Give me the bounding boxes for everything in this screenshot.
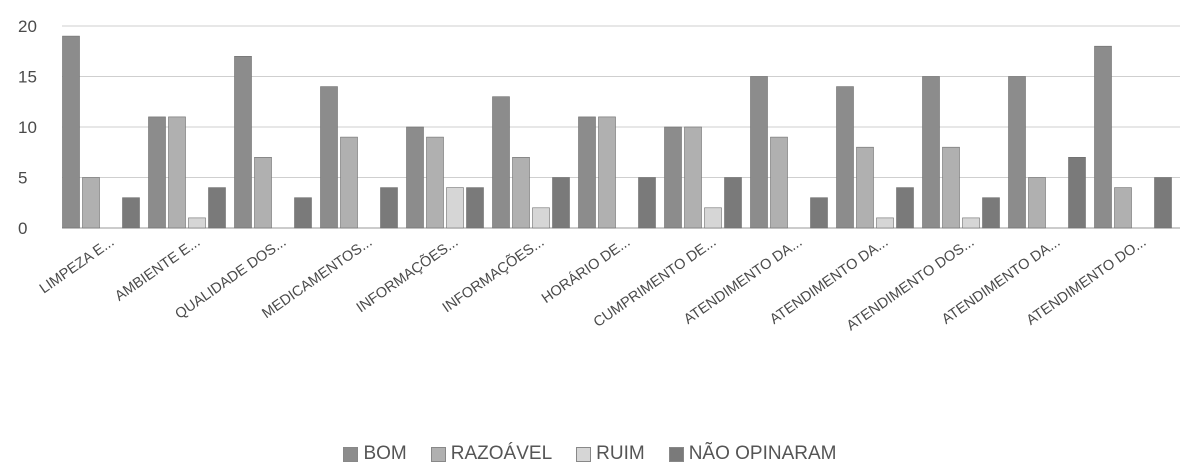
legend-swatch (343, 446, 359, 462)
bar-razo-vel (684, 126, 702, 229)
bar-ruim (188, 217, 206, 229)
legend-item: RAZOÁVEL (430, 443, 553, 465)
bar-razo-vel (340, 136, 358, 229)
bar-n-o-opinaram (466, 187, 484, 229)
bar-bom (406, 126, 424, 229)
bar-razo-vel (426, 136, 444, 229)
legend-label: NÃO OPINARAM (688, 443, 837, 464)
x-tick-label: AMBIENTE E... (112, 234, 203, 304)
legend-label: BOM (363, 443, 407, 464)
bar-n-o-opinaram (638, 177, 656, 229)
y-tick-label: 5 (18, 169, 27, 188)
bar-bom (922, 76, 940, 229)
bar-n-o-opinaram (294, 197, 312, 229)
legend: BOM RAZOÁVEL RUIM NÃO OPINARAM (0, 440, 1180, 468)
bar-razo-vel (1114, 187, 1132, 229)
bar-n-o-opinaram (1154, 177, 1172, 229)
bar-razo-vel (598, 116, 616, 229)
legend-label: RAZOÁVEL (450, 443, 553, 464)
bar-ruim (962, 217, 980, 229)
bar-bom (1094, 45, 1112, 229)
y-tick-label: 0 (18, 219, 27, 238)
legend-item: BOM (343, 443, 407, 465)
bar-n-o-opinaram (896, 187, 914, 229)
y-tick-label: 10 (18, 118, 37, 137)
x-tick-label: LIMPEZA E... (37, 234, 117, 297)
legend-swatch (430, 446, 446, 462)
bar-n-o-opinaram (552, 177, 570, 229)
legend-swatch (576, 446, 592, 462)
bar-bom (578, 116, 596, 229)
bar-bom (234, 55, 252, 229)
bar-ruim (446, 187, 464, 229)
bar-n-o-opinaram (208, 187, 226, 229)
bar-bom (664, 126, 682, 229)
bar-n-o-opinaram (380, 187, 398, 229)
bar-bom (836, 86, 854, 229)
bar-bom (320, 86, 338, 229)
legend-swatch (668, 446, 684, 462)
bar-n-o-opinaram (122, 197, 140, 229)
bar-razo-vel (856, 146, 874, 229)
bar-razo-vel (82, 177, 100, 229)
bar-razo-vel (512, 157, 530, 229)
legend-item: RUIM (576, 443, 645, 465)
bar-bom (492, 96, 510, 229)
bar-n-o-opinaram (810, 197, 828, 229)
y-tick-label: 20 (18, 17, 37, 36)
bar-razo-vel (254, 157, 272, 229)
bar-bom (750, 76, 768, 229)
bar-n-o-opinaram (724, 177, 742, 229)
bar-razo-vel (942, 146, 960, 229)
bar-razo-vel (770, 136, 788, 229)
bar-n-o-opinaram (982, 197, 1000, 229)
legend-item: NÃO OPINARAM (668, 443, 837, 465)
bar-ruim (704, 207, 722, 229)
bar-ruim (876, 217, 894, 229)
bar-razo-vel (168, 116, 186, 229)
bar-bom (1008, 76, 1026, 229)
x-tick-label: HORÁRIO DE... (538, 233, 633, 307)
bar-bom (62, 35, 80, 229)
bar-bom (148, 116, 166, 229)
bar-n-o-opinaram (1068, 157, 1086, 229)
legend-label: RUIM (596, 443, 645, 464)
bar-razo-vel (1028, 177, 1046, 229)
y-tick-label: 15 (18, 68, 37, 87)
bar-ruim (532, 207, 550, 229)
